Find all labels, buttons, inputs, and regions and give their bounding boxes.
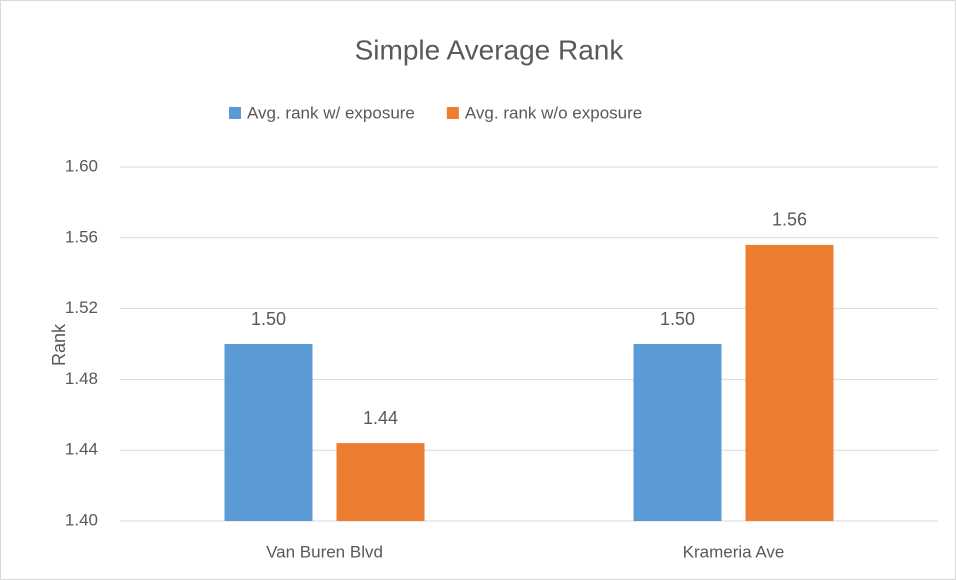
data-label: 1.50	[660, 309, 695, 329]
y-tick-label: 1.48	[65, 369, 98, 388]
chart-title: Simple Average Rank	[355, 34, 625, 65]
data-label: 1.50	[251, 309, 286, 329]
bar	[745, 244, 834, 521]
y-tick-label: 1.56	[65, 227, 98, 246]
legend-swatch	[446, 107, 459, 119]
bar	[633, 344, 722, 521]
data-label: 1.56	[772, 210, 807, 230]
y-tick-label: 1.52	[65, 298, 98, 317]
bar	[336, 443, 425, 521]
legend-label: Avg. rank w/ exposure	[247, 103, 415, 122]
y-tick-label: 1.44	[65, 440, 98, 459]
x-tick-label: Van Buren Blvd	[266, 542, 383, 561]
x-tick-label: Krameria Ave	[683, 542, 785, 561]
y-axis-label: Rank	[49, 323, 69, 366]
bar	[224, 344, 313, 521]
legend-swatch	[229, 107, 241, 119]
legend-label: Avg. rank w/o exposure	[465, 103, 642, 122]
data-label: 1.44	[363, 408, 398, 428]
y-tick-label: 1.40	[65, 510, 98, 529]
y-tick-label: 1.60	[65, 156, 98, 175]
